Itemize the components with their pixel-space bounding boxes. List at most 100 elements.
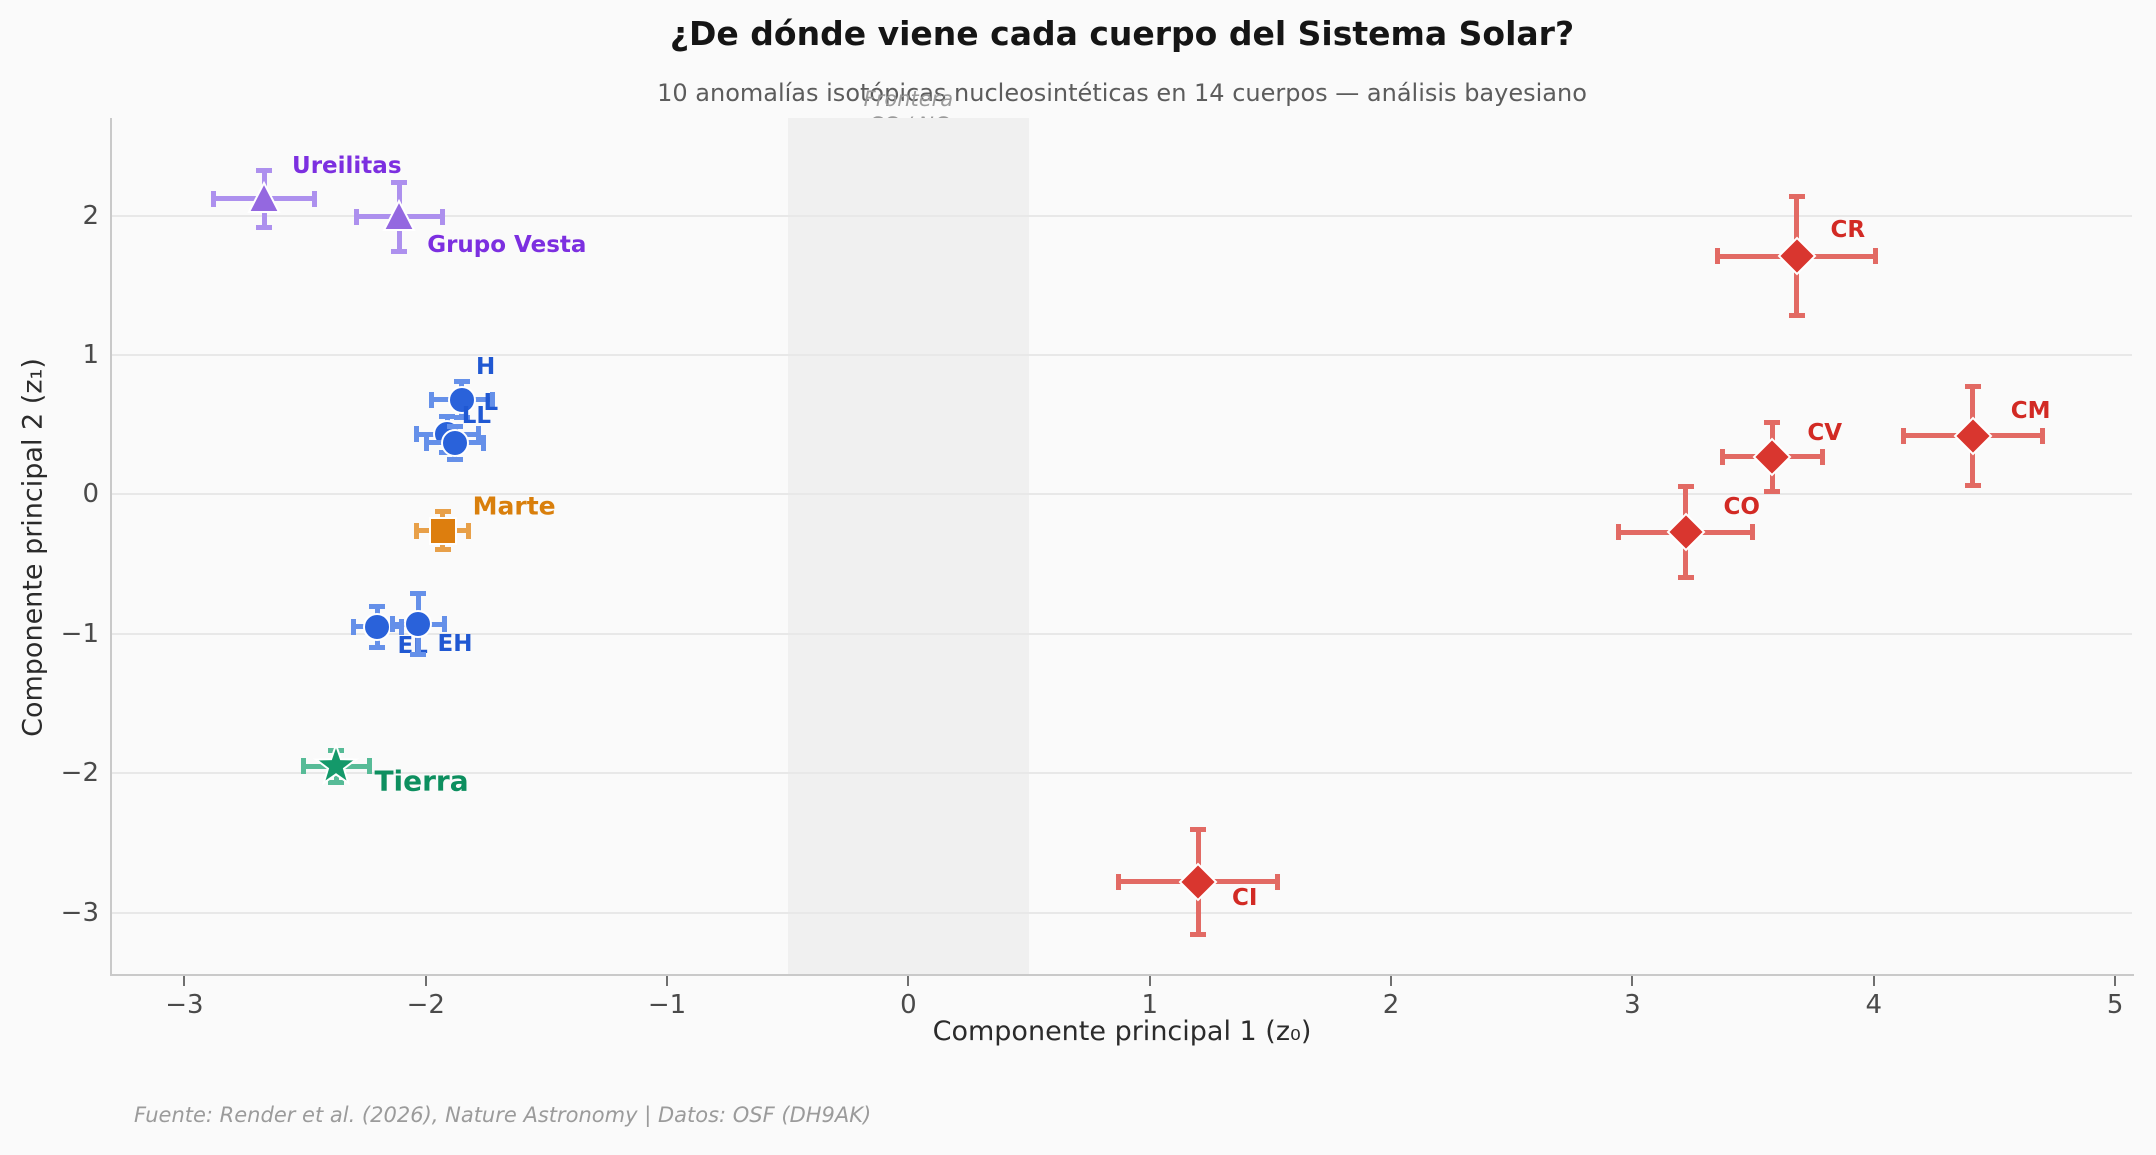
point-label-eh: EH	[437, 631, 473, 658]
data-point-ll	[431, 419, 479, 467]
error-cap-top	[453, 379, 470, 385]
error-cap-left	[351, 618, 357, 635]
point-label-cv: CV	[1807, 419, 1843, 446]
point-label-l: L	[483, 390, 499, 417]
error-cap-bottom	[453, 414, 470, 420]
data-point-co	[1662, 508, 1710, 556]
y-tick-label: 1	[82, 340, 99, 370]
gridline-y-2	[112, 214, 2132, 217]
error-cap-bottom	[369, 644, 386, 650]
error-cap-top	[256, 167, 273, 173]
gridline-y-−3	[112, 911, 2132, 914]
point-label-cr: CR	[1830, 217, 1866, 244]
y-tick-label: −1	[60, 618, 99, 649]
gridline-y-−1	[112, 632, 2132, 635]
x-tick-mark	[2114, 976, 2117, 986]
point-label-ureilitas: Ureilitas	[292, 152, 402, 179]
error-cap-left	[1615, 524, 1621, 541]
error-cap-left	[1116, 873, 1122, 890]
error-cap-bottom	[410, 651, 427, 657]
error-cap-top	[1677, 484, 1694, 490]
point-label-marte: Marte	[472, 491, 556, 521]
chart-subtitle: 10 anomalías isotópicas nucleosintéticas…	[657, 79, 1587, 107]
error-cap-left	[1719, 448, 1725, 465]
error-cap-left	[414, 426, 420, 443]
gridline-y-−2	[112, 772, 2132, 775]
gridline-y-0	[112, 493, 2132, 496]
error-cap-left	[300, 758, 306, 775]
data-point-cv	[1748, 433, 1796, 481]
x-axis-spine	[110, 974, 2134, 976]
data-point-ci	[1174, 858, 1222, 906]
x-tick-label: 4	[1865, 990, 1883, 1020]
error-cap-top	[1190, 827, 1207, 832]
error-cap-top	[410, 591, 427, 597]
x-tick-label: 1	[1141, 990, 1159, 1020]
x-tick-label: −3	[165, 990, 204, 1020]
error-cap-right	[311, 190, 317, 207]
x-tick-mark	[1148, 976, 1151, 986]
error-cap-bottom	[446, 456, 463, 462]
error-cap-right	[439, 208, 445, 225]
y-tick-label: −3	[60, 897, 99, 928]
error-cap-top	[391, 180, 408, 186]
error-cap-top	[434, 509, 451, 515]
error-cap-top	[369, 603, 386, 609]
error-cap-bottom	[328, 780, 345, 785]
x-tick-mark	[1390, 976, 1393, 986]
data-point-tierra	[312, 742, 360, 790]
point-label-h: H	[475, 353, 496, 380]
error-cap-top	[1788, 194, 1805, 200]
error-cap-bottom	[1964, 483, 1981, 489]
error-cap-left	[428, 391, 434, 408]
y-tick-label: 2	[82, 200, 99, 231]
error-cap-right	[1750, 524, 1756, 541]
x-tick-mark	[424, 976, 427, 986]
error-cap-left	[389, 616, 395, 633]
error-cap-right	[442, 616, 448, 633]
data-point-marte	[419, 507, 467, 555]
error-cap-left	[1900, 427, 1906, 444]
data-point-cm	[1949, 412, 1997, 460]
x-tick-label: −2	[406, 990, 445, 1020]
error-cap-left	[353, 208, 359, 225]
x-tick-label: 2	[1382, 990, 1400, 1020]
error-cap-left	[414, 522, 420, 539]
error-cap-top	[446, 424, 463, 430]
error-cap-bottom	[391, 248, 408, 254]
data-point-h	[438, 376, 486, 424]
y-axis-label: Componente principal 2 (z₁)	[17, 358, 49, 737]
y-tick-label: 0	[82, 479, 99, 510]
data-point-cr	[1773, 232, 1821, 280]
x-tick-label: −1	[647, 990, 687, 1020]
x-tick-mark	[1872, 976, 1875, 986]
error-cap-right	[1873, 248, 1879, 265]
error-cap-right	[466, 522, 472, 539]
source-footer: Fuente: Render et al. (2026), Nature Ast…	[134, 1103, 872, 1127]
x-tick-mark	[907, 976, 910, 986]
error-cap-bottom	[1788, 312, 1805, 318]
error-cap-top	[1764, 419, 1781, 425]
y-tick-label: −2	[60, 758, 99, 789]
error-cap-right	[1820, 448, 1826, 465]
error-cap-right	[398, 618, 404, 635]
x-tick-mark	[666, 976, 669, 986]
point-label-cm: CM	[2010, 397, 2051, 424]
error-cap-top	[1964, 383, 1981, 389]
error-cap-left	[423, 434, 429, 451]
data-point-grupo-vesta	[375, 193, 423, 241]
error-cap-right	[2039, 427, 2045, 444]
error-cap-right	[1274, 873, 1280, 890]
error-cap-right	[367, 758, 373, 775]
error-cap-top	[439, 414, 456, 420]
gridline-y-1	[112, 354, 2132, 356]
x-tick-label: 5	[2106, 990, 2124, 1020]
data-point-ureilitas	[240, 175, 288, 223]
point-label-ll: LL	[461, 402, 491, 429]
error-cap-left	[211, 190, 217, 207]
error-cap-bottom	[1190, 931, 1207, 937]
y-axis-spine	[110, 118, 112, 976]
x-tick-label: 0	[900, 990, 917, 1020]
x-tick-mark	[1631, 976, 1634, 986]
x-tick-mark	[183, 976, 186, 986]
